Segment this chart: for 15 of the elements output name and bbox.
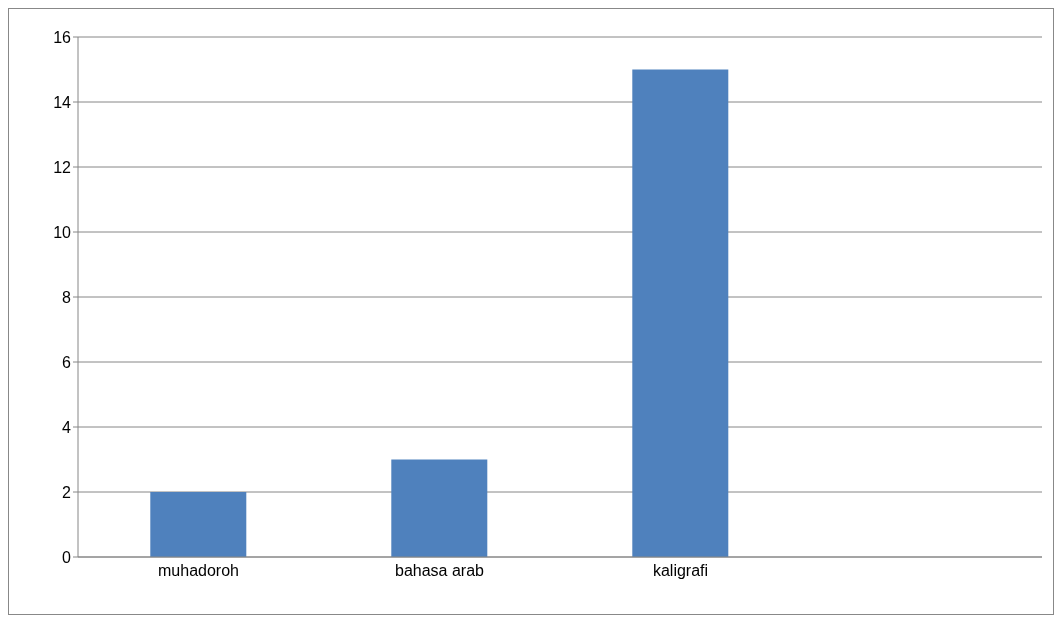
x-tick-label: bahasa arab <box>395 562 485 580</box>
x-tick-label: muhadoroh <box>158 562 239 580</box>
bar <box>632 69 729 557</box>
y-tick-label: 10 <box>53 223 72 241</box>
bar <box>391 459 488 557</box>
bar <box>150 492 247 557</box>
y-tick-label: 4 <box>62 418 72 436</box>
y-tick-label: 16 <box>53 28 72 46</box>
y-tick-label: 0 <box>62 548 72 566</box>
y-tick-label: 2 <box>62 483 72 501</box>
x-tick-label: kaligrafi <box>652 562 709 580</box>
y-tick-label: 6 <box>62 353 72 371</box>
y-tick-label: 12 <box>53 158 72 176</box>
y-tick-label: 14 <box>53 93 72 111</box>
y-tick-label: 8 <box>62 288 72 306</box>
